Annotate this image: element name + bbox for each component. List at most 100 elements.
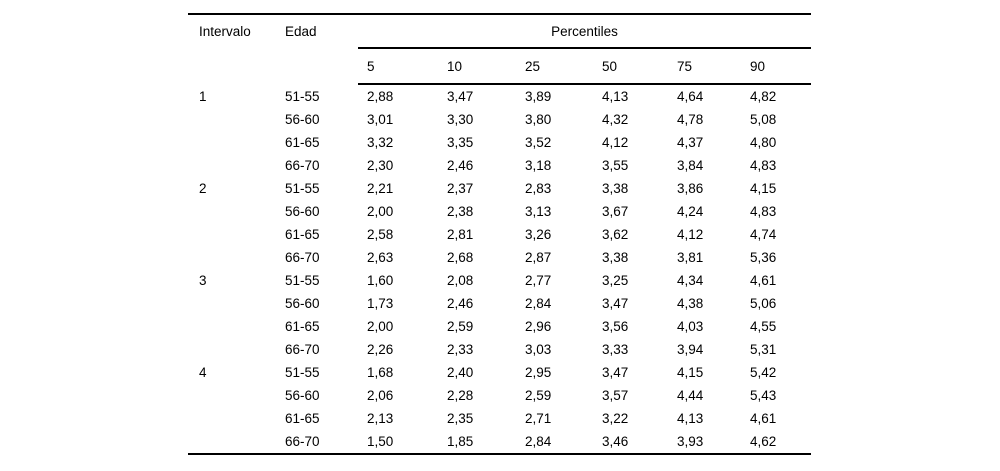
cell-percentile-90: 4,61 <box>750 273 777 288</box>
cell-intervalo: 1 <box>199 88 207 104</box>
table-row: 3 51-55 1,60 2,08 2,77 3,25 4,34 4,61 <box>188 269 811 292</box>
table-row: 61-65 3,32 3,35 3,52 4,12 4,37 4,80 <box>188 131 811 154</box>
cell-percentile-10: 2,38 <box>447 204 474 219</box>
cell-percentile-90: 4,80 <box>750 135 777 150</box>
cell-intervalo <box>188 384 285 407</box>
table-row: 56-60 2,00 2,38 3,13 3,67 4,24 4,83 <box>188 200 811 223</box>
cell-intervalo <box>188 430 285 454</box>
cell-percentile-5: 2,06 <box>367 388 394 403</box>
cell-percentile-5: 2,30 <box>367 158 394 173</box>
cell-percentile-75: 3,86 <box>677 181 704 196</box>
cell-percentile-25: 2,84 <box>525 434 552 449</box>
table-row: 2 51-55 2,21 2,37 2,83 3,38 3,86 4,15 <box>188 177 811 200</box>
cell-edad: 61-65 <box>285 319 320 334</box>
table-body: 1 51-55 2,88 3,47 3,89 4,13 4,64 4,82 56-60 3,01 3… <box>188 84 811 454</box>
cell-intervalo <box>188 200 285 223</box>
cell-percentile-75: 4,24 <box>677 204 704 219</box>
cell-percentile-50: 3,38 <box>602 181 629 196</box>
cell-percentile-50: 4,13 <box>602 89 629 104</box>
table-row: 56-60 3,01 3,30 3,80 4,32 4,78 5,08 <box>188 108 811 131</box>
cell-percentile-75: 4,13 <box>677 411 704 426</box>
table-row: 61-65 2,58 2,81 3,26 3,62 4,12 4,74 <box>188 223 811 246</box>
cell-percentile-5: 1,73 <box>367 296 394 311</box>
cell-percentile-50: 3,33 <box>602 342 629 357</box>
cell-intervalo <box>188 154 285 177</box>
cell-percentile-5: 1,68 <box>367 365 394 380</box>
cell-percentile-5: 2,58 <box>367 227 394 242</box>
cell-percentile-25: 2,83 <box>525 181 552 196</box>
col-header-p50: 50 <box>593 48 668 85</box>
cell-percentile-50: 3,55 <box>602 158 629 173</box>
cell-edad: 61-65 <box>285 411 320 426</box>
cell-edad: 51-55 <box>285 273 320 288</box>
cell-percentile-10: 2,33 <box>447 342 474 357</box>
cell-percentile-5: 2,88 <box>367 89 394 104</box>
cell-percentile-10: 2,59 <box>447 319 474 334</box>
cell-percentile-90: 4,74 <box>750 227 777 242</box>
cell-intervalo <box>188 338 285 361</box>
col-header-edad: Edad <box>285 24 317 39</box>
cell-percentile-25: 2,96 <box>525 319 552 334</box>
cell-percentile-5: 3,01 <box>367 112 394 127</box>
cell-percentile-75: 3,84 <box>677 158 704 173</box>
cell-percentile-5: 3,32 <box>367 135 394 150</box>
table-row: 56-60 1,73 2,46 2,84 3,47 4,38 5,06 <box>188 292 811 315</box>
cell-edad: 66-70 <box>285 342 320 357</box>
cell-edad: 56-60 <box>285 204 320 219</box>
cell-edad: 66-70 <box>285 250 320 265</box>
cell-edad: 51-55 <box>285 365 320 380</box>
cell-intervalo <box>188 131 285 154</box>
col-header-p10: 10 <box>438 48 516 85</box>
table-row: 66-70 2,30 2,46 3,18 3,55 3,84 4,83 <box>188 154 811 177</box>
cell-percentile-75: 4,37 <box>677 135 704 150</box>
cell-percentile-25: 3,52 <box>525 135 552 150</box>
cell-percentile-5: 2,63 <box>367 250 394 265</box>
cell-percentile-90: 4,15 <box>750 181 777 196</box>
cell-percentile-75: 3,81 <box>677 250 704 265</box>
cell-edad: 51-55 <box>285 181 320 196</box>
cell-percentile-50: 3,22 <box>602 411 629 426</box>
cell-percentile-10: 2,35 <box>447 411 474 426</box>
cell-percentile-75: 4,12 <box>677 227 704 242</box>
cell-percentile-50: 3,38 <box>602 250 629 265</box>
cell-percentile-75: 4,44 <box>677 388 704 403</box>
cell-percentile-25: 3,80 <box>525 112 552 127</box>
cell-percentile-75: 3,93 <box>677 434 704 449</box>
cell-percentile-5: 1,50 <box>367 434 394 449</box>
table-row: 66-70 1,50 1,85 2,84 3,46 3,93 4,62 <box>188 430 811 454</box>
cell-percentile-10: 2,28 <box>447 388 474 403</box>
col-header-percentiles-group: Percentiles <box>358 14 812 49</box>
cell-percentile-90: 4,61 <box>750 411 777 426</box>
cell-percentile-25: 2,87 <box>525 250 552 265</box>
cell-edad: 51-55 <box>285 88 320 104</box>
cell-percentile-75: 4,38 <box>677 296 704 311</box>
cell-percentile-50: 3,67 <box>602 204 629 219</box>
cell-percentile-90: 5,08 <box>750 112 777 127</box>
cell-edad: 66-70 <box>285 158 320 173</box>
cell-intervalo <box>188 292 285 315</box>
cell-percentile-50: 4,12 <box>602 135 629 150</box>
cell-percentile-90: 5,43 <box>750 388 777 403</box>
table-row: 66-70 2,63 2,68 2,87 3,38 3,81 5,36 <box>188 246 811 269</box>
cell-percentile-75: 3,94 <box>677 342 704 357</box>
cell-percentile-50: 3,57 <box>602 388 629 403</box>
table-row: 56-60 2,06 2,28 2,59 3,57 4,44 5,43 <box>188 384 811 407</box>
cell-percentile-90: 5,31 <box>750 342 777 357</box>
cell-percentile-75: 4,15 <box>677 365 704 380</box>
col-header-p75: 75 <box>668 48 741 85</box>
cell-percentile-5: 2,13 <box>367 411 394 426</box>
cell-percentile-10: 3,30 <box>447 112 474 127</box>
cell-percentile-10: 2,46 <box>447 158 474 173</box>
cell-percentile-25: 3,26 <box>525 227 552 242</box>
cell-percentile-10: 2,37 <box>447 181 474 196</box>
cell-percentile-75: 4,64 <box>677 89 704 104</box>
cell-intervalo <box>188 108 285 131</box>
cell-percentile-50: 3,46 <box>602 434 629 449</box>
cell-percentile-50: 3,47 <box>602 296 629 311</box>
table-row: 1 51-55 2,88 3,47 3,89 4,13 4,64 4,82 <box>188 84 811 108</box>
cell-percentile-25: 2,84 <box>525 296 552 311</box>
cell-percentile-50: 3,62 <box>602 227 629 242</box>
col-header-p25: 25 <box>516 48 593 85</box>
cell-edad: 66-70 <box>285 434 320 449</box>
cell-percentile-90: 4,83 <box>750 158 777 173</box>
